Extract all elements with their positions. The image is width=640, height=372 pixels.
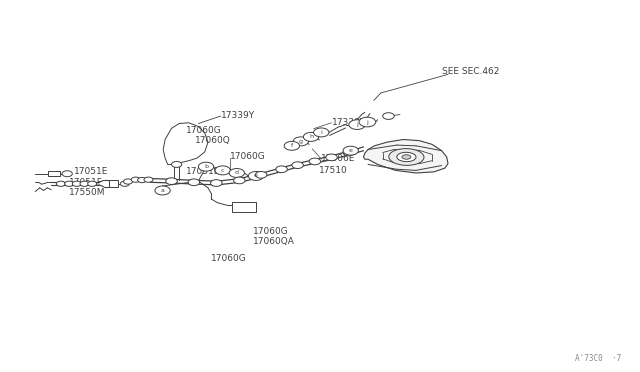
Text: 17338Y: 17338Y bbox=[332, 118, 365, 126]
Circle shape bbox=[215, 166, 230, 175]
Text: i: i bbox=[321, 130, 322, 135]
Circle shape bbox=[326, 154, 337, 161]
Polygon shape bbox=[364, 140, 448, 173]
Text: f: f bbox=[291, 143, 293, 148]
Text: h: h bbox=[309, 134, 313, 140]
Ellipse shape bbox=[397, 152, 416, 162]
Text: 17550M: 17550M bbox=[69, 188, 106, 197]
Text: j: j bbox=[367, 119, 368, 125]
Text: 17339Y: 17339Y bbox=[221, 111, 255, 120]
Circle shape bbox=[284, 141, 300, 150]
Circle shape bbox=[359, 117, 376, 127]
Text: e: e bbox=[349, 148, 353, 153]
Circle shape bbox=[124, 179, 132, 184]
Circle shape bbox=[383, 113, 394, 119]
Circle shape bbox=[72, 181, 81, 186]
Circle shape bbox=[56, 181, 65, 186]
Circle shape bbox=[88, 181, 97, 186]
Circle shape bbox=[349, 120, 365, 129]
Text: b: b bbox=[204, 164, 208, 169]
Text: SEE SEC.462: SEE SEC.462 bbox=[442, 67, 499, 76]
Circle shape bbox=[276, 166, 287, 173]
Text: A'73C0  ·7: A'73C0 ·7 bbox=[575, 354, 621, 363]
FancyBboxPatch shape bbox=[48, 171, 60, 176]
Circle shape bbox=[292, 162, 303, 169]
Text: 17506E: 17506E bbox=[321, 154, 356, 163]
Text: 17060G: 17060G bbox=[211, 254, 247, 263]
Circle shape bbox=[293, 137, 308, 146]
Circle shape bbox=[155, 186, 170, 195]
Circle shape bbox=[131, 177, 140, 182]
Ellipse shape bbox=[389, 148, 424, 166]
Text: g: g bbox=[299, 139, 303, 144]
Circle shape bbox=[62, 171, 72, 177]
Circle shape bbox=[198, 162, 214, 171]
Circle shape bbox=[188, 179, 200, 186]
Circle shape bbox=[343, 146, 358, 155]
Text: j: j bbox=[356, 122, 358, 127]
Circle shape bbox=[211, 180, 222, 186]
Circle shape bbox=[255, 171, 267, 178]
Text: 17060QA: 17060QA bbox=[253, 237, 294, 246]
FancyBboxPatch shape bbox=[109, 180, 118, 187]
Circle shape bbox=[138, 177, 147, 183]
Text: 17051E: 17051E bbox=[74, 167, 108, 176]
Circle shape bbox=[309, 158, 321, 165]
Text: 17060G: 17060G bbox=[253, 227, 289, 236]
Text: a: a bbox=[161, 188, 164, 193]
Text: 17051F: 17051F bbox=[69, 178, 103, 187]
Circle shape bbox=[248, 171, 264, 180]
Polygon shape bbox=[163, 123, 208, 164]
Text: 17051E: 17051E bbox=[186, 167, 220, 176]
Text: c: c bbox=[221, 168, 225, 173]
Circle shape bbox=[80, 181, 89, 186]
Text: 17060G: 17060G bbox=[230, 153, 266, 161]
Circle shape bbox=[229, 169, 244, 177]
Circle shape bbox=[166, 178, 177, 185]
Text: e: e bbox=[254, 173, 258, 179]
Text: d: d bbox=[235, 170, 239, 176]
Circle shape bbox=[172, 161, 182, 167]
Circle shape bbox=[303, 132, 319, 141]
Circle shape bbox=[120, 181, 129, 186]
Circle shape bbox=[343, 149, 355, 156]
Circle shape bbox=[234, 177, 245, 184]
Circle shape bbox=[314, 128, 329, 137]
Text: 17060G: 17060G bbox=[186, 126, 221, 135]
FancyBboxPatch shape bbox=[232, 202, 256, 212]
Ellipse shape bbox=[402, 155, 411, 159]
Text: 17510: 17510 bbox=[319, 166, 348, 175]
Text: 17060Q: 17060Q bbox=[195, 136, 231, 145]
Circle shape bbox=[65, 181, 74, 186]
Circle shape bbox=[144, 177, 153, 182]
